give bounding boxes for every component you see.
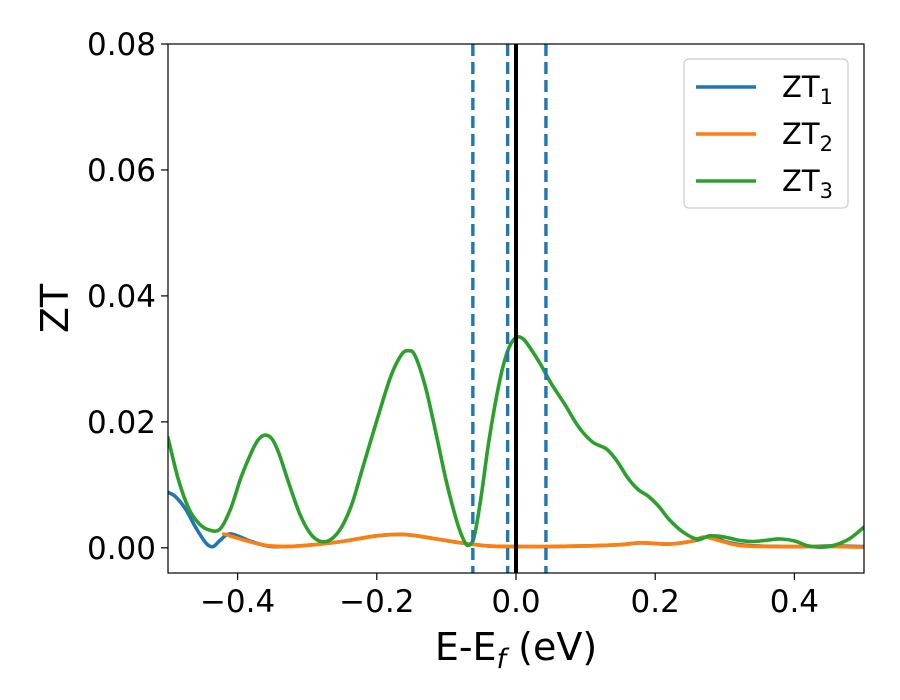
x-tick-label: 0.2 — [631, 584, 680, 620]
y-tick-label: 0.04 — [87, 279, 156, 315]
series-line-3 — [168, 334, 864, 550]
x-axis-label-main: E-E — [435, 625, 497, 669]
x-tick-label: 0.4 — [770, 584, 819, 620]
x-axis-label: E-Ef (eV) — [435, 625, 597, 675]
legend-box — [683, 58, 849, 209]
legend-label-3: ZT3 — [782, 164, 833, 203]
y-axis-label: ZT — [33, 283, 77, 333]
axes: −0.4 −0.2 0.0 0.2 0.4 0.00 0.02 0.04 0.06 0.08 E-E… — [33, 27, 865, 675]
y-tick-label: 0.02 — [87, 405, 156, 441]
x-tick-label: −0.4 — [200, 584, 275, 620]
y-tick-label: 0.08 — [87, 27, 156, 63]
y-tick-label: 0.00 — [87, 531, 156, 567]
x-axis-label-unit: (eV) — [506, 625, 597, 669]
legend-label-main: ZT — [782, 117, 820, 151]
x-tick-label: 0.0 — [491, 584, 540, 620]
legend-label-2: ZT2 — [782, 117, 833, 156]
x-tick-label: −0.2 — [339, 584, 414, 620]
plot-area — [168, 44, 864, 573]
legend-label-main: ZT — [782, 164, 820, 198]
legend-label-sub: 3 — [820, 179, 833, 203]
legend-label-sub: 2 — [820, 132, 833, 156]
legend-label-main: ZT — [782, 70, 820, 104]
legend-label-sub: 1 — [820, 85, 833, 109]
legend-label-1: ZT1 — [782, 70, 833, 109]
y-tick-label: 0.06 — [87, 153, 156, 189]
series-line-2 — [221, 532, 864, 549]
